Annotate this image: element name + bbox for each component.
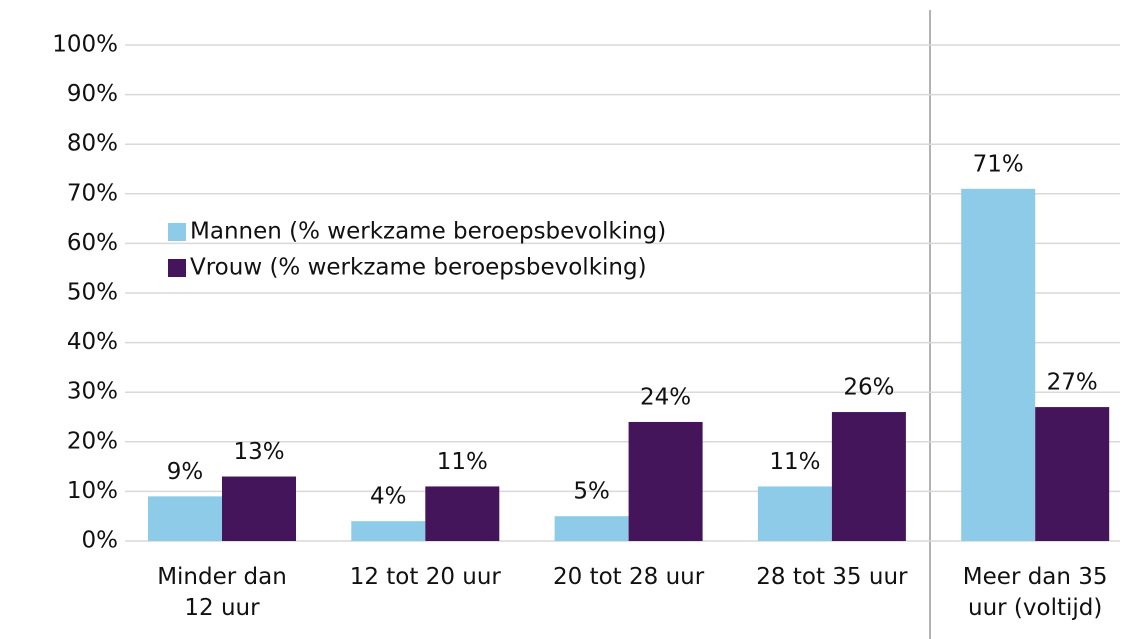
legend-swatch: [168, 223, 186, 241]
legend-label: Mannen (% werkzame beroepsbevolking): [190, 219, 666, 245]
data-label: 11%: [437, 449, 488, 475]
x-tick-label: Meer dan 35 uur (voltijd): [962, 564, 1108, 621]
x-tick-label: 12 tot 20 uur: [349, 564, 501, 590]
data-label: 5%: [573, 479, 610, 505]
y-tick-label: 90%: [67, 81, 118, 107]
y-tick-label: 100%: [52, 32, 118, 58]
y-tick-label: 20%: [67, 428, 118, 454]
y-tick-label: 70%: [67, 180, 118, 206]
bar: [222, 476, 296, 541]
data-label: 4%: [370, 484, 407, 510]
bar: [425, 486, 500, 541]
bar: [961, 188, 1036, 541]
data-label: 27%: [1047, 370, 1098, 396]
data-label: 71%: [973, 151, 1024, 177]
data-label: 24%: [640, 384, 691, 410]
bar: [351, 521, 426, 541]
y-tick-label: 80%: [67, 131, 118, 157]
legend-label: Vrouw (% werkzame beroepsbevolking): [190, 255, 647, 281]
data-label: 13%: [233, 439, 284, 465]
y-tick-label: 0%: [82, 528, 119, 554]
data-label: 11%: [769, 449, 820, 475]
legend-swatch: [168, 259, 186, 277]
bar: [1035, 407, 1110, 541]
y-tick-label: 10%: [67, 478, 118, 504]
y-tick-label: 40%: [67, 329, 118, 355]
bar: [554, 516, 629, 541]
bar: [831, 412, 906, 541]
data-label: 9%: [167, 459, 204, 485]
y-tick-label: 60%: [67, 230, 118, 256]
y-tick-label: 30%: [67, 379, 118, 405]
y-tick-label: 50%: [67, 280, 118, 306]
x-tick-label: 20 tot 28 uur: [553, 564, 705, 590]
data-label: 26%: [843, 375, 894, 401]
x-tick-label: 28 tot 35 uur: [756, 564, 908, 590]
x-tick-label: Minder dan 12 uur: [157, 564, 287, 621]
bar: [148, 496, 222, 541]
bar: [628, 421, 703, 541]
bar: [757, 486, 832, 541]
